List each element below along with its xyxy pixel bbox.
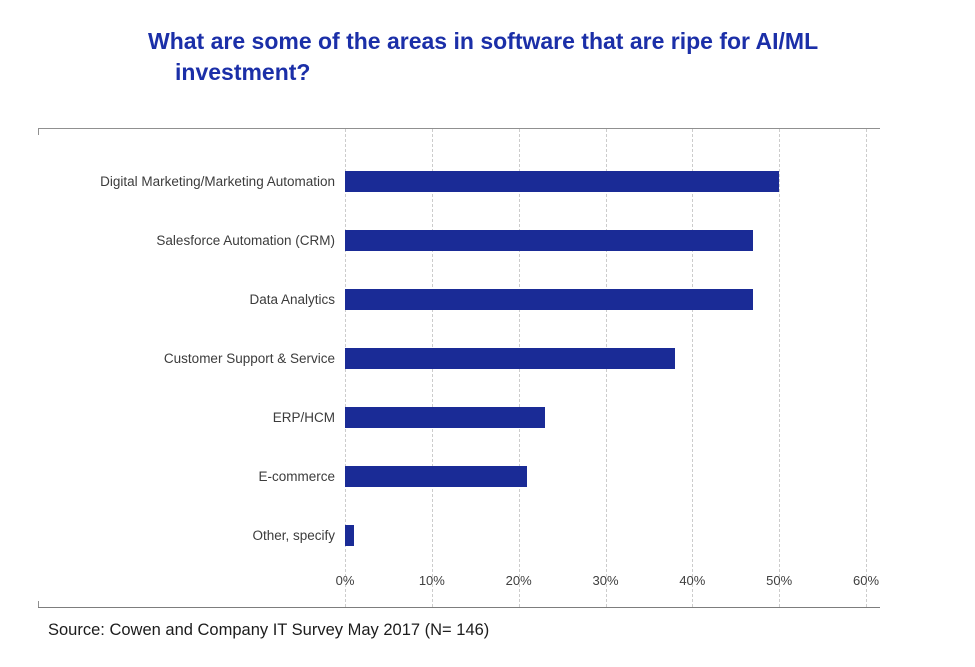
x-tick-label: 0%	[335, 573, 355, 588]
gridline	[692, 129, 694, 607]
y-axis-bottom-tick	[38, 601, 39, 607]
x-tick-label: 30%	[592, 573, 619, 588]
bar	[345, 171, 780, 192]
bar-track	[345, 407, 866, 428]
chart-rows: Digital Marketing/Marketing Automation Sa…	[38, 152, 880, 565]
bar-label: Other, specify	[252, 528, 335, 543]
bar-label: ERP/HCM	[272, 410, 335, 425]
bar-row: Other, specify	[38, 506, 880, 565]
x-tick-label: 40%	[679, 573, 706, 588]
bar-row: E-commerce	[38, 447, 880, 506]
bar-row: Customer Support & Service	[38, 329, 880, 388]
bar-label: Data Analytics	[249, 292, 335, 307]
bar-track	[345, 171, 866, 192]
x-axis: 0% 10% 20% 30% 40% 50% 60%	[336, 573, 879, 591]
bar-chart: Digital Marketing/Marketing Automation Sa…	[38, 128, 880, 608]
bar	[345, 289, 754, 310]
bar-track	[345, 348, 866, 369]
bar-track	[345, 466, 866, 487]
bar-label: E-commerce	[258, 469, 335, 484]
chart-title: What are some of the areas in software t…	[148, 28, 818, 85]
bar-track	[345, 289, 866, 310]
x-tick-label: 10%	[418, 573, 445, 588]
gridline	[866, 129, 867, 607]
bar	[345, 348, 675, 369]
bar	[345, 525, 354, 546]
bar-row: ERP/HCM	[38, 388, 880, 447]
source-note: Source: Cowen and Company IT Survey May …	[48, 621, 490, 639]
x-tick-label: 60%	[852, 573, 880, 588]
bar-row: Data Analytics	[38, 270, 880, 329]
gridline	[779, 129, 781, 607]
x-tick-label: 20%	[505, 573, 532, 588]
y-axis-top-tick	[38, 129, 39, 135]
bar-row: Salesforce Automation (CRM)	[38, 211, 880, 270]
bar-track	[345, 230, 866, 251]
bar	[345, 230, 754, 251]
bar-label: Digital Marketing/Marketing Automation	[100, 174, 335, 189]
bar-label: Customer Support & Service	[163, 351, 335, 366]
bar	[345, 466, 528, 487]
bar	[345, 407, 545, 428]
bar-track	[345, 525, 866, 546]
bar-label: Salesforce Automation (CRM)	[156, 233, 335, 248]
x-tick-label: 50%	[766, 573, 793, 588]
bar-row: Digital Marketing/Marketing Automation	[38, 152, 880, 211]
